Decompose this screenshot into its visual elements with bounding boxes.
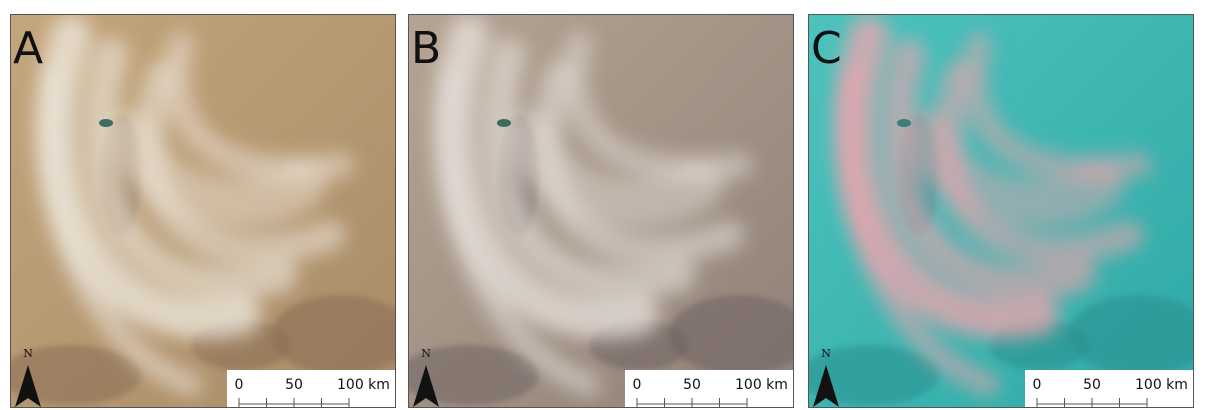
panel-label: B xyxy=(411,23,441,74)
scale-label: 50 xyxy=(683,377,701,393)
north-label: N xyxy=(421,347,431,360)
map-image: C N 0 50 100 km xyxy=(809,15,1194,408)
scale-label: 0 xyxy=(235,377,244,393)
scale-label: 100 km xyxy=(735,377,788,393)
map-panel: C N 0 50 100 km xyxy=(808,14,1194,408)
scale-label: 100 km xyxy=(337,377,390,393)
north-label: N xyxy=(23,347,33,360)
map-image: A N 0 50 100 km xyxy=(11,15,396,408)
map-image: B N 0 50 100 km xyxy=(409,15,794,408)
panel-label: A xyxy=(13,23,43,74)
lake xyxy=(897,119,911,127)
scale-label: 50 xyxy=(1083,377,1101,393)
north-label: N xyxy=(821,347,831,360)
scale-label: 0 xyxy=(1033,377,1042,393)
panel-label: C xyxy=(811,23,842,74)
scale-label: 100 km xyxy=(1135,377,1188,393)
lake xyxy=(497,119,511,127)
map-panel: B N 0 50 100 km xyxy=(408,14,794,408)
scale-label: 0 xyxy=(633,377,642,393)
scale-label: 50 xyxy=(285,377,303,393)
lake xyxy=(99,119,113,127)
page: AN050100 kmBN050100 kmCN050100 km (() =>… xyxy=(0,0,1210,410)
map-panel: A N 0 50 100 km xyxy=(10,14,396,408)
